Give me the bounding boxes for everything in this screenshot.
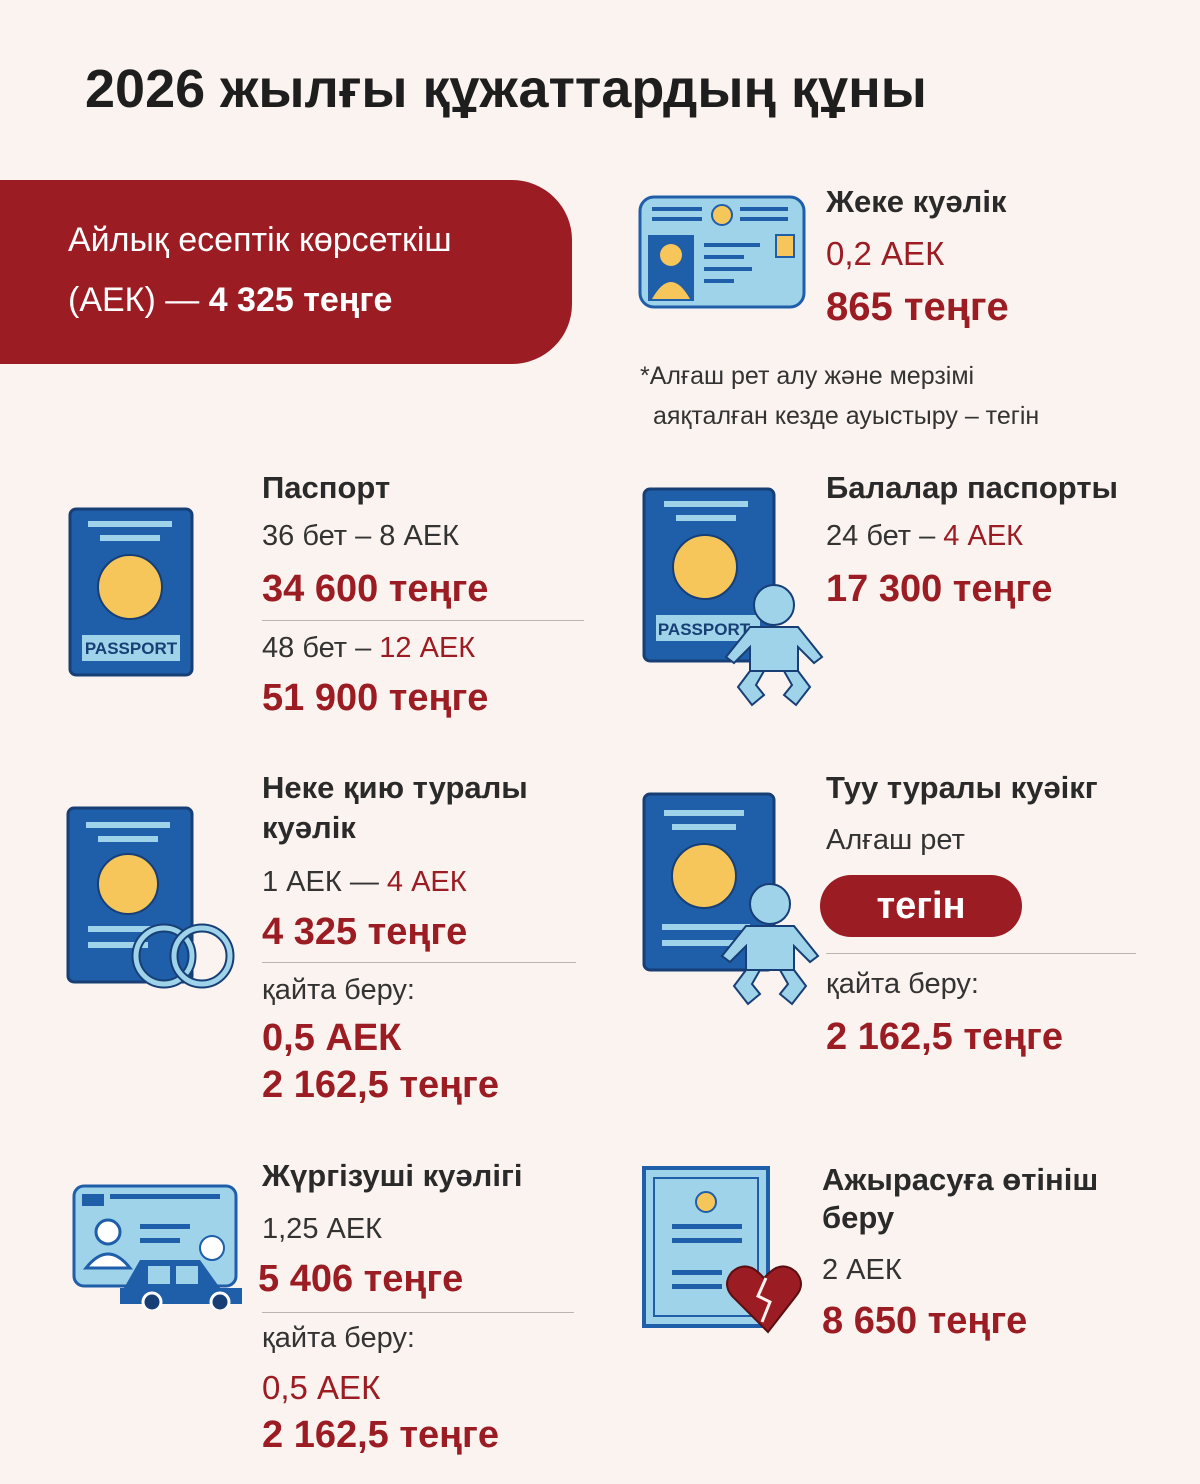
marriage-title-2: куәлік	[262, 810, 356, 845]
id-card-icon	[638, 195, 806, 309]
passport-opt1: 36 бет – 8 АЕК	[262, 520, 460, 552]
page-title: 2026 жылғы құжаттардың құны	[85, 59, 927, 119]
divider	[826, 953, 1136, 954]
driver-title: Жүргізуші куәлігі	[262, 1158, 523, 1193]
divorce-aek: 2 АЕК	[822, 1254, 902, 1286]
divider	[262, 962, 576, 963]
birth-title: Туу туралы куәікг	[826, 770, 1098, 805]
marriage-reissue-aek: 0,5 АЕК	[262, 1017, 402, 1059]
marriage-title-1: Неке қию туралы	[262, 770, 528, 805]
divorce-title-1: Ажырасуға өтініш	[822, 1162, 1099, 1197]
driver-reissue-label: қайта беру:	[262, 1322, 415, 1354]
divider	[262, 1312, 574, 1313]
birth-reissue-price: 2 162,5 теңге	[826, 1016, 1063, 1058]
banner-prefix: (АЕК) —	[68, 281, 209, 319]
driver-reissue-price: 2 162,5 теңге	[262, 1414, 499, 1456]
passport-icon: PASSPORT	[68, 507, 194, 677]
marriage-reissue-label: қайта беру:	[262, 974, 415, 1006]
id-card-title: Жеке куәлік	[826, 184, 1007, 219]
passport-opt2: 48 бет – 12 АЕК	[262, 628, 475, 668]
id-card-aek: 0,2 АЕК	[826, 235, 945, 272]
marriage-reissue-price: 2 162,5 теңге	[262, 1064, 499, 1106]
child-passport-icon-label: PASSPORT	[658, 620, 751, 639]
divorce-price: 8 650 теңге	[822, 1300, 1028, 1342]
driver-reissue-aek: 0,5 АЕК	[262, 1369, 381, 1406]
marriage-certificate-icon	[66, 806, 235, 989]
free-badge: тегін	[820, 875, 1022, 937]
opt2-prefix: 48 бет –	[262, 632, 380, 664]
marriage-range: 1 АЕК — 4 АЕК	[262, 862, 467, 902]
marriage-price: 4 325 теңге	[262, 911, 468, 953]
range-prefix: 1 АЕК —	[262, 866, 387, 898]
banner-line2: (АЕК) — 4 325 теңге	[68, 270, 572, 330]
birth-reissue-label: қайта беру:	[826, 968, 979, 1000]
divider	[262, 620, 584, 621]
passport-icon-label: PASSPORT	[85, 639, 178, 658]
range-aek: 4 АЕК	[386, 866, 467, 898]
mrp-banner: Айлық есептік көрсеткіш (АЕК) — 4 325 те…	[0, 180, 572, 364]
passport-price1: 34 600 теңге	[262, 568, 489, 610]
driver-license-icon	[72, 1184, 242, 1310]
driver-price: 5 406 теңге	[258, 1258, 464, 1300]
divorce-document-icon	[642, 1166, 802, 1334]
id-card-note-1: *Алғаш рет алу және мерзімі	[640, 362, 975, 390]
divorce-title-2: беру	[822, 1200, 895, 1235]
passport-title: Паспорт	[262, 470, 391, 505]
driver-aek: 1,25 АЕК	[262, 1213, 383, 1245]
birth-first-label: Алғаш рет	[826, 824, 965, 856]
banner-value: 4 325 теңге	[208, 281, 393, 319]
child-passport-price: 17 300 теңге	[826, 568, 1053, 610]
child-passport-icon: PASSPORT	[642, 487, 824, 707]
opt2-aek: 12 АЕК	[379, 632, 476, 664]
banner-line1: Айлық есептік көрсеткіш	[68, 221, 452, 259]
opt-aek: 4 АЕК	[943, 520, 1024, 552]
child-passport-title: Балалар паспорты	[826, 470, 1118, 505]
birth-certificate-icon	[642, 792, 820, 1006]
opt-prefix: 24 бет –	[826, 520, 944, 552]
passport-price2: 51 900 теңге	[262, 677, 489, 719]
child-passport-opt: 24 бет – 4 АЕК	[826, 516, 1023, 556]
id-card-note-2: аяқталған кезде ауыстыру – тегін	[653, 402, 1040, 430]
id-card-price: 865 теңге	[826, 285, 1009, 329]
